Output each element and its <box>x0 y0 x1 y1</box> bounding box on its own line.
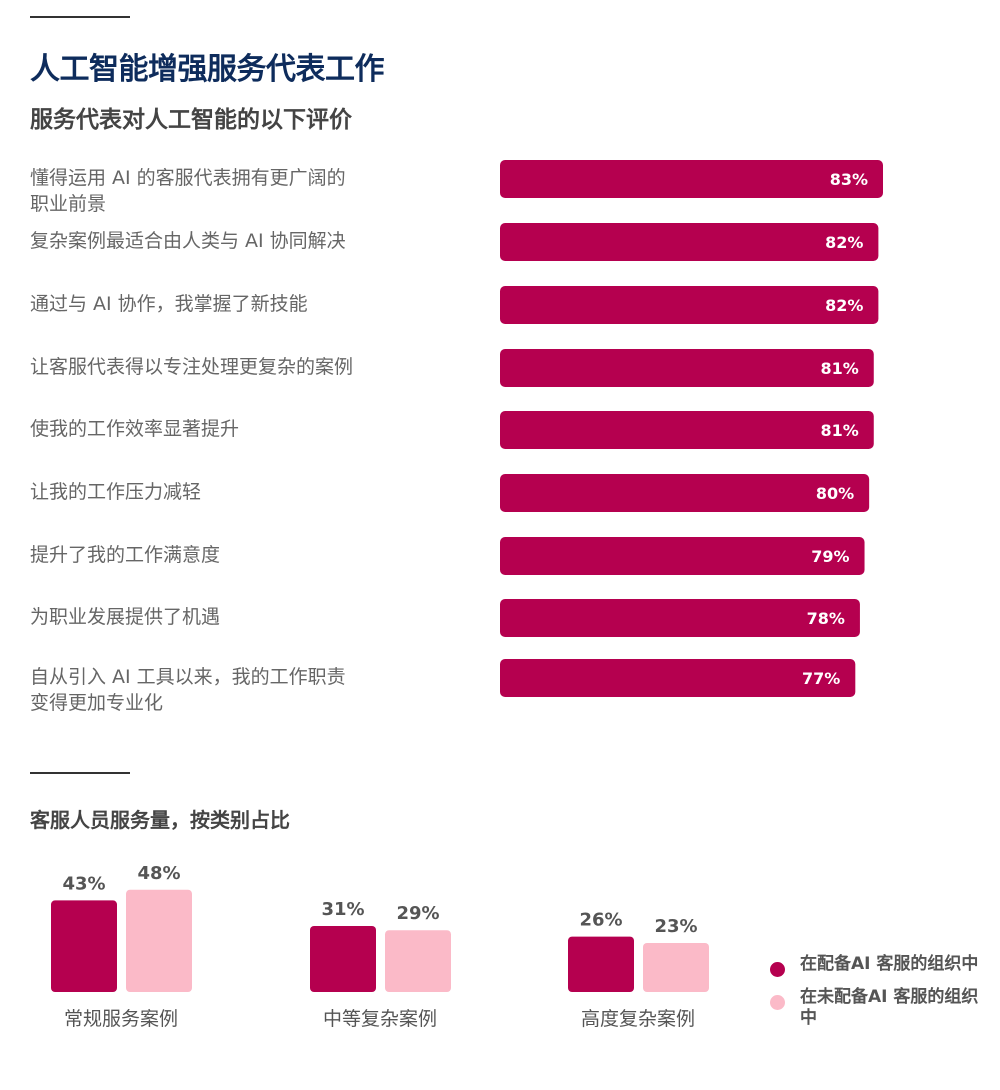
vbar-value-2-with-ai: 31% <box>321 899 364 920</box>
hbar-label-6: 让我的工作压力减轻 <box>30 481 201 503</box>
vbar-value-3-with-ai: 26% <box>579 910 622 931</box>
hbar-value-3: 82% <box>825 296 863 315</box>
hbar-3 <box>500 286 879 324</box>
hbar-value-9: 77% <box>802 669 840 688</box>
vbar-category-1: 常规服务案例 <box>64 1008 178 1030</box>
hbar-value-1: 83% <box>830 170 868 189</box>
vbar-category-2: 中等复杂案例 <box>323 1008 437 1030</box>
horizontal-bar-chart: 83% 懂得运用 AI 的客服代表拥有更广阔的职业前景 82% 复杂案例最适合由人类与… <box>30 160 883 714</box>
vbar-value-2-without-ai: 29% <box>396 903 439 924</box>
hbar-label-3: 通过与 AI 协作，我掌握了新技能 <box>30 293 308 315</box>
hbar-value-7: 79% <box>811 547 849 566</box>
vbar-value-1-without-ai: 48% <box>137 863 180 884</box>
legend-label-with-ai: 在配备AI 客服的组织中 <box>800 954 979 974</box>
hbar-value-4: 81% <box>820 359 858 378</box>
vbar-category-3: 高度复杂案例 <box>581 1008 695 1030</box>
top-divider <box>30 16 130 18</box>
hbar-label-7: 提升了我的工作满意度 <box>30 544 220 566</box>
vbar-3-without-ai <box>643 943 709 992</box>
vbar-1-with-ai <box>51 900 117 992</box>
section-divider <box>30 772 130 774</box>
hbar-label-1: 懂得运用 AI 的客服代表拥有更广阔的职业前景 <box>30 167 346 215</box>
hbar-value-5: 81% <box>820 421 858 440</box>
hbar-5 <box>500 411 874 449</box>
hbar-2 <box>500 223 879 261</box>
hbar-label-2: 复杂案例最适合由人类与 AI 协同解决 <box>30 230 346 252</box>
vbar-value-3-without-ai: 23% <box>654 916 697 937</box>
vbar-1-without-ai <box>126 889 192 992</box>
legend-item-without-ai: 在未配备AI 客服的组织中 <box>768 987 988 1029</box>
vbar-3-with-ai <box>568 936 634 992</box>
legend-item-with-ai: 在配备AI 客服的组织中 <box>768 954 988 977</box>
hbar-7 <box>500 537 865 575</box>
hbar-1 <box>500 160 883 198</box>
legend-dot-without-ai <box>770 995 785 1010</box>
hbar-value-8: 78% <box>807 609 845 628</box>
hbar-label-4: 让客服代表得以专注处理更复杂的案例 <box>30 356 353 378</box>
section-title: 客服人员服务量，按类别占比 <box>30 808 290 832</box>
page-subtitle: 服务代表对人工智能的以下评价 <box>30 107 352 133</box>
hbar-value-2: 82% <box>825 233 863 252</box>
page-title: 人工智能增强服务代表工作 <box>30 52 385 87</box>
legend-label-without-ai: 在未配备AI 客服的组织中 <box>800 987 979 1028</box>
vbar-value-1-with-ai: 43% <box>62 873 105 894</box>
vbar-2-with-ai <box>310 925 376 992</box>
hbar-label-8: 为职业发展提供了机遇 <box>30 606 220 628</box>
hbar-value-6: 80% <box>816 484 854 503</box>
vbar-2-without-ai <box>385 930 451 992</box>
hbar-8 <box>500 599 860 637</box>
hbar-9 <box>500 659 856 697</box>
chart-legend: 在配备AI 客服的组织中 在未配备AI 客服的组织中 <box>768 954 988 1041</box>
hbar-label-9: 自从引入 AI 工具以来，我的工作职责变得更加专业化 <box>30 666 346 714</box>
hbar-4 <box>500 349 874 387</box>
legend-dot-with-ai <box>770 962 785 977</box>
hbar-6 <box>500 474 870 512</box>
hbar-label-5: 使我的工作效率显著提升 <box>30 418 239 440</box>
